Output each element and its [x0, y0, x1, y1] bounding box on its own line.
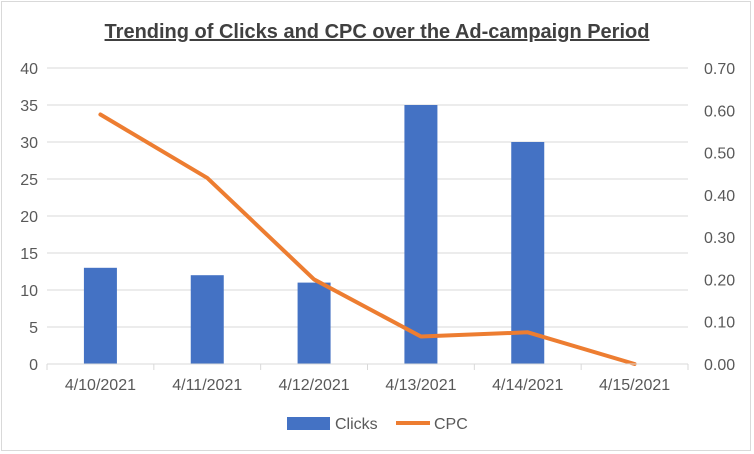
left-tick-label: 0: [29, 357, 38, 374]
left-tick-label: 10: [20, 283, 38, 300]
right-tick-label: 0.70: [704, 61, 735, 78]
x-tick-label: 4/10/2021: [65, 377, 136, 394]
left-tick-label: 20: [20, 209, 38, 226]
x-tick-label: 4/13/2021: [385, 377, 456, 394]
clicks-bars: [83, 105, 545, 364]
left-y-axis: 0 5 10 15 20 25 30 35 40: [20, 61, 38, 374]
right-tick-label: 0.30: [704, 230, 735, 247]
right-tick-label: 0.60: [704, 103, 735, 120]
clicks-bar: [511, 142, 545, 364]
left-tick-label: 5: [29, 320, 38, 337]
cpc-line: [98, 112, 637, 366]
x-tick-label: 4/12/2021: [278, 377, 349, 394]
legend-swatch-clicks: [287, 417, 330, 430]
right-tick-label: 0.00: [704, 357, 735, 374]
left-tick-label: 35: [20, 98, 38, 115]
legend-label-clicks: Clicks: [335, 416, 378, 433]
clicks-bar: [297, 282, 331, 364]
chart-title: Trending of Clicks and CPC over the Ad-c…: [105, 21, 650, 43]
left-tick-label: 15: [20, 246, 38, 263]
legend: Clicks CPC: [287, 416, 468, 433]
clicks-bar: [190, 275, 224, 364]
right-tick-label: 0.20: [704, 272, 735, 289]
left-tick-label: 30: [20, 135, 38, 152]
x-tick-label: 4/11/2021: [172, 377, 242, 394]
left-tick-label: 40: [20, 61, 38, 78]
gridlines: [47, 67, 688, 328]
right-y-axis: 0.00 0.10 0.20 0.30 0.40 0.50 0.60 0.70: [704, 61, 735, 374]
right-tick-label: 0.40: [704, 188, 735, 205]
left-tick-label: 25: [20, 172, 38, 189]
right-tick-label: 0.10: [704, 315, 735, 332]
clicks-bar: [404, 105, 438, 364]
clicks-bar: [83, 267, 117, 364]
legend-label-cpc: CPC: [434, 416, 468, 433]
x-axis: 4/10/2021 4/11/2021 4/12/2021 4/13/2021 4/14…: [46, 363, 689, 394]
x-tick-label: 4/14/2021: [492, 377, 563, 394]
right-tick-label: 0.50: [704, 146, 735, 163]
x-tick-label: 4/15/2021: [599, 377, 670, 394]
